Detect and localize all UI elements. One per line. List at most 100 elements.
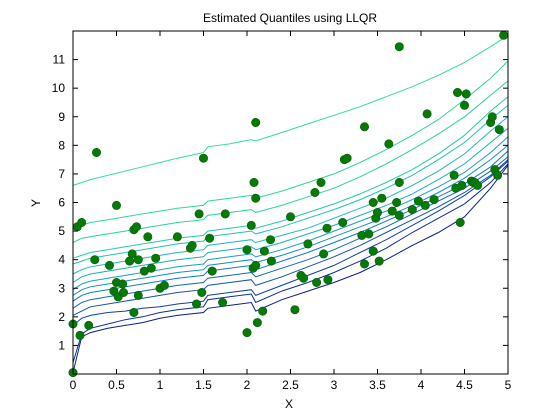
y-tick-label: 4 bbox=[58, 253, 65, 267]
data-point bbox=[493, 170, 503, 180]
y-tick-label: 9 bbox=[58, 110, 65, 124]
y-tick-label: 2 bbox=[58, 310, 65, 324]
quantile-line-10 bbox=[72, 116, 509, 275]
data-point bbox=[342, 153, 352, 163]
y-tick-label: 1 bbox=[58, 338, 65, 352]
data-point bbox=[251, 260, 261, 270]
y-axis: 1 2 3 4 5 6 7 8 9 10 11 bbox=[52, 53, 508, 352]
data-point bbox=[359, 259, 369, 269]
y-tick-label: 7 bbox=[58, 167, 65, 181]
data-point bbox=[143, 232, 153, 242]
data-point bbox=[473, 180, 483, 190]
data-point bbox=[75, 330, 85, 340]
y-tick-label: 11 bbox=[53, 53, 66, 67]
quantile-line-8 bbox=[72, 136, 509, 291]
x-tick-label: 3.5 bbox=[369, 378, 386, 392]
data-point bbox=[133, 255, 143, 265]
data-point bbox=[499, 30, 509, 40]
data-point bbox=[205, 233, 215, 243]
data-point bbox=[487, 112, 497, 122]
data-point bbox=[461, 89, 471, 99]
data-point bbox=[259, 246, 269, 256]
data-point bbox=[316, 178, 326, 188]
y-tick-label: 10 bbox=[52, 81, 66, 95]
data-point bbox=[207, 266, 217, 276]
chart-title: Estimated Quantiles using LLQR bbox=[203, 11, 377, 25]
data-point bbox=[172, 232, 182, 242]
data-point bbox=[407, 205, 417, 215]
x-tick-label: 1 bbox=[157, 378, 164, 392]
quantile-line-14 bbox=[72, 60, 509, 231]
x-axis: 0 0.5 1 1.5 2 2.5 3 3.5 4 4.5 5 bbox=[70, 31, 512, 392]
data-point bbox=[422, 109, 432, 119]
quantile-line-11 bbox=[72, 104, 509, 265]
data-point bbox=[92, 148, 102, 158]
data-point bbox=[129, 307, 139, 317]
quantile-line-2 bbox=[72, 163, 509, 363]
quantile-line-13 bbox=[72, 80, 509, 243]
x-tick-label: 2 bbox=[244, 378, 251, 392]
data-point bbox=[258, 306, 268, 316]
data-point bbox=[199, 153, 209, 163]
data-point bbox=[151, 253, 161, 263]
data-point bbox=[338, 218, 348, 228]
data-point bbox=[251, 118, 261, 128]
data-point bbox=[127, 249, 137, 259]
data-point bbox=[133, 290, 143, 300]
x-tick-label: 4 bbox=[418, 378, 425, 392]
data-point bbox=[392, 198, 402, 208]
data-point bbox=[377, 193, 387, 203]
data-point bbox=[372, 208, 382, 218]
quantile-line-15 bbox=[72, 34, 509, 186]
data-point bbox=[159, 280, 169, 290]
data-point bbox=[394, 42, 404, 52]
x-tick-label: 3 bbox=[331, 378, 338, 392]
quantile-line-4 bbox=[72, 159, 509, 316]
data-point bbox=[368, 246, 378, 256]
data-point bbox=[312, 277, 322, 287]
data-point bbox=[420, 200, 430, 210]
y-tick-label: 6 bbox=[58, 196, 65, 210]
data-point bbox=[374, 256, 384, 266]
data-point bbox=[359, 122, 369, 132]
data-point bbox=[249, 178, 259, 188]
data-point bbox=[265, 235, 275, 245]
data-point bbox=[84, 320, 94, 330]
y-tick-label: 8 bbox=[58, 138, 65, 152]
quantile-line-9 bbox=[72, 127, 509, 283]
data-point bbox=[384, 139, 394, 149]
x-tick-label: 4.5 bbox=[456, 378, 473, 392]
data-point bbox=[323, 275, 333, 285]
data-point bbox=[429, 195, 439, 205]
data-point bbox=[303, 239, 313, 249]
x-tick-label: 2.5 bbox=[282, 378, 299, 392]
y-tick-label: 3 bbox=[58, 281, 65, 295]
data-point bbox=[364, 229, 374, 239]
data-point bbox=[252, 318, 262, 328]
data-point bbox=[368, 198, 378, 208]
quantile-line-3 bbox=[72, 160, 509, 326]
data-point bbox=[112, 200, 122, 210]
data-point bbox=[457, 180, 467, 190]
data-point bbox=[290, 305, 300, 315]
data-point bbox=[394, 178, 404, 188]
data-point bbox=[118, 279, 128, 289]
data-point bbox=[105, 260, 115, 270]
data-point bbox=[220, 209, 230, 219]
y-axis-label: Y bbox=[29, 199, 43, 207]
data-point bbox=[77, 218, 87, 228]
data-point bbox=[494, 125, 504, 135]
data-point bbox=[285, 212, 295, 222]
data-point bbox=[322, 223, 332, 233]
data-point bbox=[132, 222, 142, 232]
data-point bbox=[197, 287, 207, 297]
x-tick-label: 0.5 bbox=[108, 378, 125, 392]
data-point bbox=[449, 170, 459, 180]
data-point bbox=[299, 273, 309, 283]
data-point bbox=[387, 206, 397, 216]
x-axis-label: X bbox=[285, 397, 293, 411]
data-point bbox=[90, 255, 100, 265]
x-tick-label: 5 bbox=[505, 378, 512, 392]
x-tick-label: 1.5 bbox=[195, 378, 212, 392]
